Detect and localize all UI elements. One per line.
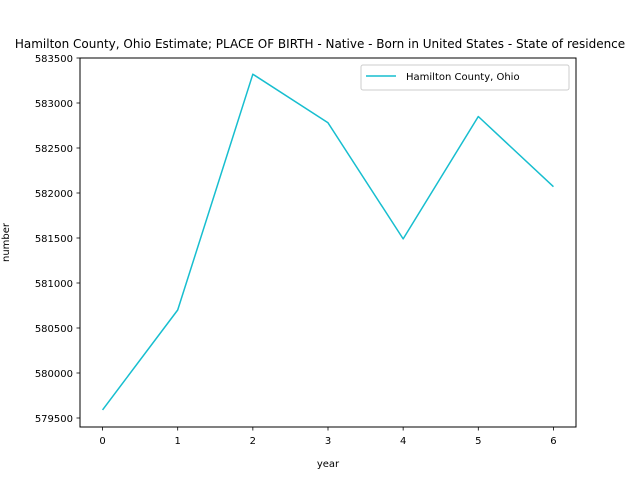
x-tick-label: 0 [99,436,105,447]
y-tick-label: 580000 [35,369,73,380]
x-tick-label: 2 [250,436,256,447]
x-tick-label: 3 [325,436,331,447]
y-tick-label: 582500 [35,144,73,155]
y-tick-label: 581500 [35,234,73,245]
x-tick-label: 4 [400,436,406,447]
x-axis-label: year [317,459,340,470]
y-tick-label: 580500 [35,324,73,335]
series-line [101,73,554,411]
legend-label: Hamilton County, Ohio [406,72,520,83]
y-tick-label: 582000 [35,189,73,200]
chart-title: Hamilton County, Ohio Estimate; PLACE OF… [15,37,625,51]
y-tick-label: 581000 [35,279,73,290]
x-tick-label: 6 [550,436,556,447]
legend: Hamilton County, Ohio [360,64,570,91]
y-tick-label: 583500 [35,54,73,65]
y-tick-label: 583000 [35,99,73,110]
y-tick-label: 579500 [35,414,73,425]
x-tick-label: 1 [175,436,181,447]
x-tick-label: 5 [475,436,481,447]
legend-box [360,64,570,91]
y-axis-label: number [1,222,12,262]
plot-area [101,73,554,411]
